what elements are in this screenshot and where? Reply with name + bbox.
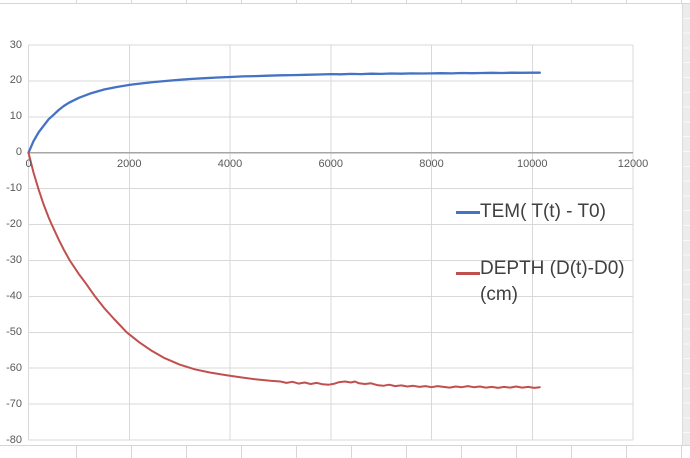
y-axis-tick-label: -40 <box>6 289 22 302</box>
y-axis-tick-label: -30 <box>6 253 22 266</box>
sheet-cells-right[interactable] <box>682 4 690 445</box>
legend-entry-tem[interactable]: TEM( T(t) - T0) <box>480 201 606 222</box>
series-line-depth[interactable] <box>27 151 541 389</box>
y-axis-tick-label: 20 <box>9 74 22 87</box>
y-axis-tick-label: 10 <box>9 110 22 123</box>
x-axis-tick-label: 6000 <box>318 157 343 170</box>
x-axis-tick-label: 0 <box>25 157 32 170</box>
x-axis-tick-label: 10000 <box>516 157 548 170</box>
sheet-cells-top[interactable] <box>0 0 690 4</box>
sheet-cells-bottom[interactable] <box>0 445 690 458</box>
y-axis-tick-label: 0 <box>15 146 22 159</box>
x-axis-tick-label: 2000 <box>117 157 142 170</box>
y-axis-tick-label: -60 <box>6 361 22 374</box>
chart-object[interactable]: 30 20 10 0 -10 -20 -30 -40 -50 -60 -70 -80 0 2000 4000… <box>0 4 682 446</box>
y-axis-tick-label: 30 <box>9 38 22 51</box>
y-axis-tick-label: -10 <box>6 182 22 195</box>
x-axis-tick-label: 12000 <box>617 157 649 170</box>
y-axis-tick-label: -20 <box>6 218 22 231</box>
series-line-tem[interactable] <box>27 71 541 154</box>
legend-line-icon-tem <box>456 211 480 214</box>
y-axis-tick-label: -50 <box>6 325 22 338</box>
x-axis-tick-label: 4000 <box>217 157 243 170</box>
legend-line-icon-depth <box>456 272 480 275</box>
y-axis-tick-label: -70 <box>6 397 22 410</box>
legend-entry-depth[interactable]: DEPTH (D(t)-D0) (cm) <box>480 258 625 305</box>
x-axis-tick-label: 8000 <box>419 157 444 170</box>
y-axis-tick-label: -80 <box>6 433 22 446</box>
